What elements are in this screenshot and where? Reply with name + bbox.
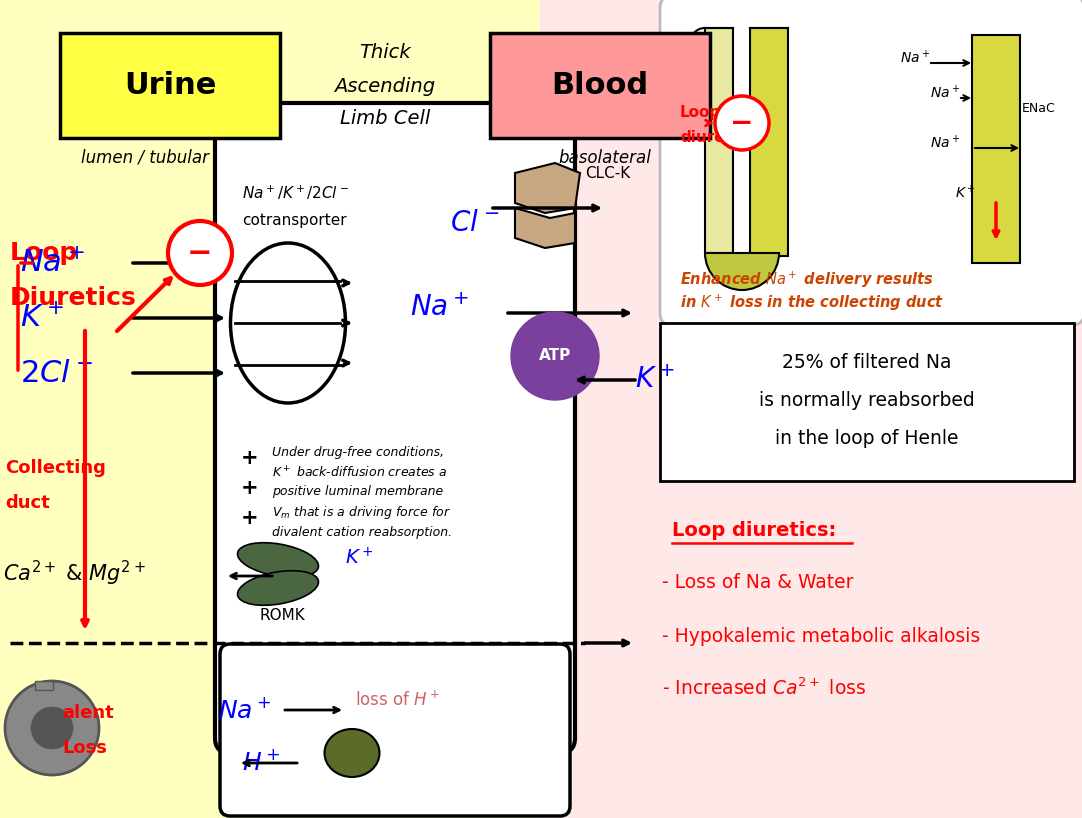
Text: Urine: Urine (123, 70, 216, 100)
Text: loss of $H^+$: loss of $H^+$ (355, 690, 440, 710)
Ellipse shape (238, 542, 318, 578)
Text: $K^+$: $K^+$ (955, 184, 976, 202)
FancyBboxPatch shape (60, 33, 280, 138)
Text: $K^+$: $K^+$ (635, 366, 675, 394)
Text: Thick: Thick (359, 43, 411, 62)
Polygon shape (540, 0, 1082, 818)
Circle shape (5, 681, 98, 775)
Circle shape (511, 312, 599, 400)
Text: basolateral: basolateral (558, 149, 651, 167)
Text: alent: alent (62, 704, 114, 722)
Wedge shape (705, 253, 779, 290)
Circle shape (715, 96, 769, 150)
Text: −: − (187, 239, 213, 267)
Text: Limb Cell: Limb Cell (340, 110, 431, 128)
Text: Ascending: Ascending (334, 77, 436, 96)
Text: CLC-K: CLC-K (585, 165, 630, 181)
Text: - Increased $Ca^{2+}$ loss: - Increased $Ca^{2+}$ loss (662, 677, 867, 699)
Polygon shape (515, 208, 575, 248)
Text: $Ca^{2+}$ & $Mg^{2+}$: $Ca^{2+}$ & $Mg^{2+}$ (3, 559, 146, 587)
Text: $H^+$: $H^+$ (242, 750, 281, 775)
Text: Enhanced $Na^+$ delivery results: Enhanced $Na^+$ delivery results (679, 270, 934, 290)
Text: Loop diuretics:: Loop diuretics: (672, 520, 836, 540)
FancyBboxPatch shape (972, 35, 1020, 263)
Text: 25% of filtered Na: 25% of filtered Na (782, 353, 952, 372)
Text: $K^+$: $K^+$ (19, 303, 64, 333)
Text: lumen / tubular: lumen / tubular (81, 149, 209, 167)
Text: Loop: Loop (679, 106, 722, 120)
Text: in $K^+$ loss in the collecting duct: in $K^+$ loss in the collecting duct (679, 293, 945, 313)
Text: $Na^+/K^+/2Cl^-$: $Na^+/K^+/2Cl^-$ (242, 184, 349, 202)
Text: ROMK: ROMK (259, 609, 305, 623)
Text: in the loop of Henle: in the loop of Henle (775, 429, 959, 447)
Text: $Na^+$: $Na^+$ (19, 249, 84, 277)
Text: $Na^+$: $Na^+$ (217, 698, 272, 722)
Polygon shape (0, 0, 560, 818)
Text: Loss: Loss (62, 739, 107, 757)
Text: $K^+$: $K^+$ (345, 547, 373, 569)
Text: $Cl^-$: $Cl^-$ (450, 209, 499, 237)
Text: $Na^+$: $Na^+$ (410, 294, 470, 322)
Text: Loop: Loop (10, 241, 78, 265)
Circle shape (168, 221, 232, 285)
Text: ATP: ATP (539, 348, 571, 363)
Text: Diuretics: Diuretics (10, 286, 136, 310)
Text: $Na^+$: $Na^+$ (931, 134, 961, 151)
Text: is normally reabsorbed: is normally reabsorbed (760, 390, 975, 410)
Ellipse shape (325, 729, 380, 777)
Circle shape (30, 706, 74, 750)
FancyBboxPatch shape (660, 0, 1082, 325)
Text: +: + (241, 478, 259, 498)
Text: duct: duct (5, 494, 50, 512)
FancyBboxPatch shape (220, 644, 570, 816)
FancyBboxPatch shape (750, 28, 788, 256)
Text: −: − (730, 109, 754, 137)
FancyBboxPatch shape (490, 33, 710, 138)
Text: Under drug-free conditions,
$K^+$ back-diffusion creates a
positive luminal memb: Under drug-free conditions, $K^+$ back-d… (272, 446, 452, 539)
Text: Blood: Blood (552, 70, 648, 100)
Polygon shape (515, 163, 580, 213)
Ellipse shape (230, 243, 345, 403)
Text: $2Cl^-$: $2Cl^-$ (19, 358, 93, 388)
Text: $Na^+$: $Na^+$ (931, 84, 961, 101)
Text: - Loss of Na & Water: - Loss of Na & Water (662, 573, 854, 592)
Text: Collecting: Collecting (5, 459, 106, 477)
Text: ENaC: ENaC (1022, 101, 1056, 115)
FancyBboxPatch shape (35, 681, 53, 690)
Text: diuretic: diuretic (679, 131, 747, 146)
Text: $Na^+$: $Na^+$ (900, 49, 931, 66)
FancyBboxPatch shape (215, 103, 575, 753)
Ellipse shape (238, 571, 318, 605)
Text: +: + (241, 508, 259, 528)
Text: - Hypokalemic metabolic alkalosis: - Hypokalemic metabolic alkalosis (662, 627, 980, 645)
FancyBboxPatch shape (660, 323, 1074, 481)
FancyBboxPatch shape (705, 28, 733, 253)
Text: cotransporter: cotransporter (242, 213, 346, 228)
Text: +: + (241, 448, 259, 468)
